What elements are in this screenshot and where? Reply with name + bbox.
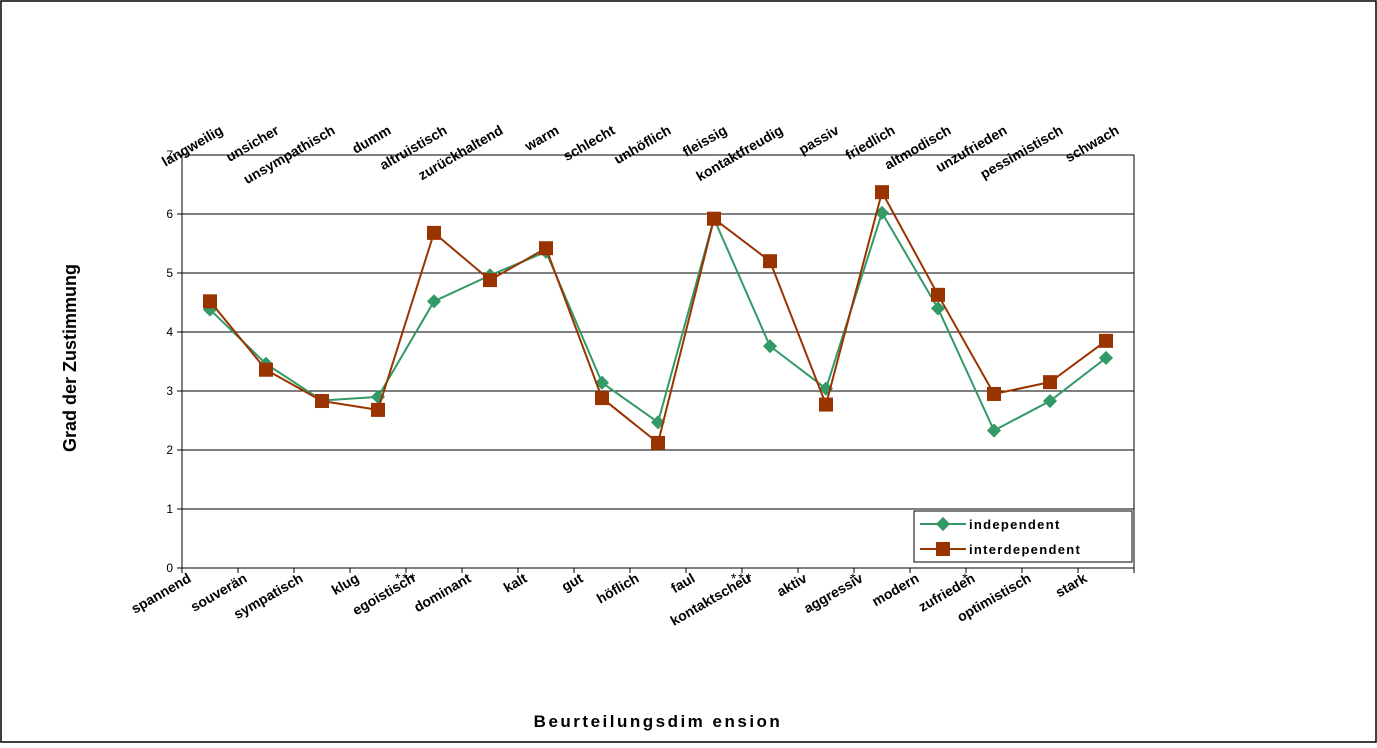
legend-marker-independent <box>935 516 951 532</box>
data-point-interdependent <box>315 394 329 409</box>
legend-marker-interdependent <box>936 542 950 556</box>
data-point-interdependent <box>203 294 217 309</box>
data-point-interdependent <box>987 386 1001 401</box>
y-tick-label: 0 <box>166 561 173 575</box>
y-tick-label: 6 <box>166 207 173 221</box>
data-point-interdependent <box>371 402 385 417</box>
significance-marker: *** <box>395 570 417 586</box>
legend: independent interdependent <box>913 510 1133 563</box>
data-point-interdependent <box>763 254 777 269</box>
significance-marker: * <box>962 570 969 586</box>
legend-label-independent: independent <box>969 517 1061 532</box>
data-point-interdependent <box>651 435 665 450</box>
y-tick-label: 4 <box>166 325 173 339</box>
legend-box <box>913 510 1133 563</box>
data-point-interdependent <box>707 211 721 226</box>
data-point-interdependent <box>595 391 609 406</box>
y-tick-label: 1 <box>166 502 173 516</box>
significance-marker: * <box>850 570 857 586</box>
data-point-interdependent <box>259 362 273 377</box>
y-axis-title: Grad der Zustimmung <box>60 264 80 452</box>
legend-label-interdependent: interdependent <box>969 542 1081 557</box>
significance-marker: *** <box>731 570 753 586</box>
data-point-independent <box>762 339 778 354</box>
y-tick-label: 2 <box>166 443 173 457</box>
data-point-interdependent <box>819 397 833 412</box>
data-point-interdependent <box>875 185 889 200</box>
data-point-interdependent <box>483 273 497 288</box>
data-point-independent <box>426 294 442 309</box>
data-point-interdependent <box>1043 375 1057 390</box>
data-point-interdependent <box>427 225 441 240</box>
plot-area <box>181 154 1135 569</box>
data-point-independent <box>986 423 1002 438</box>
data-point-independent <box>930 301 946 316</box>
x-axis-title: Beurteilungsdim ension <box>534 712 783 731</box>
data-point-interdependent <box>539 241 553 256</box>
data-point-independent <box>1098 350 1114 366</box>
y-tick-label: 7 <box>166 148 173 162</box>
data-point-interdependent <box>931 287 945 302</box>
data-point-interdependent <box>1099 333 1113 348</box>
data-point-independent <box>1042 393 1058 409</box>
y-tick-label: 3 <box>166 384 173 398</box>
y-tick-label: 5 <box>166 266 173 280</box>
